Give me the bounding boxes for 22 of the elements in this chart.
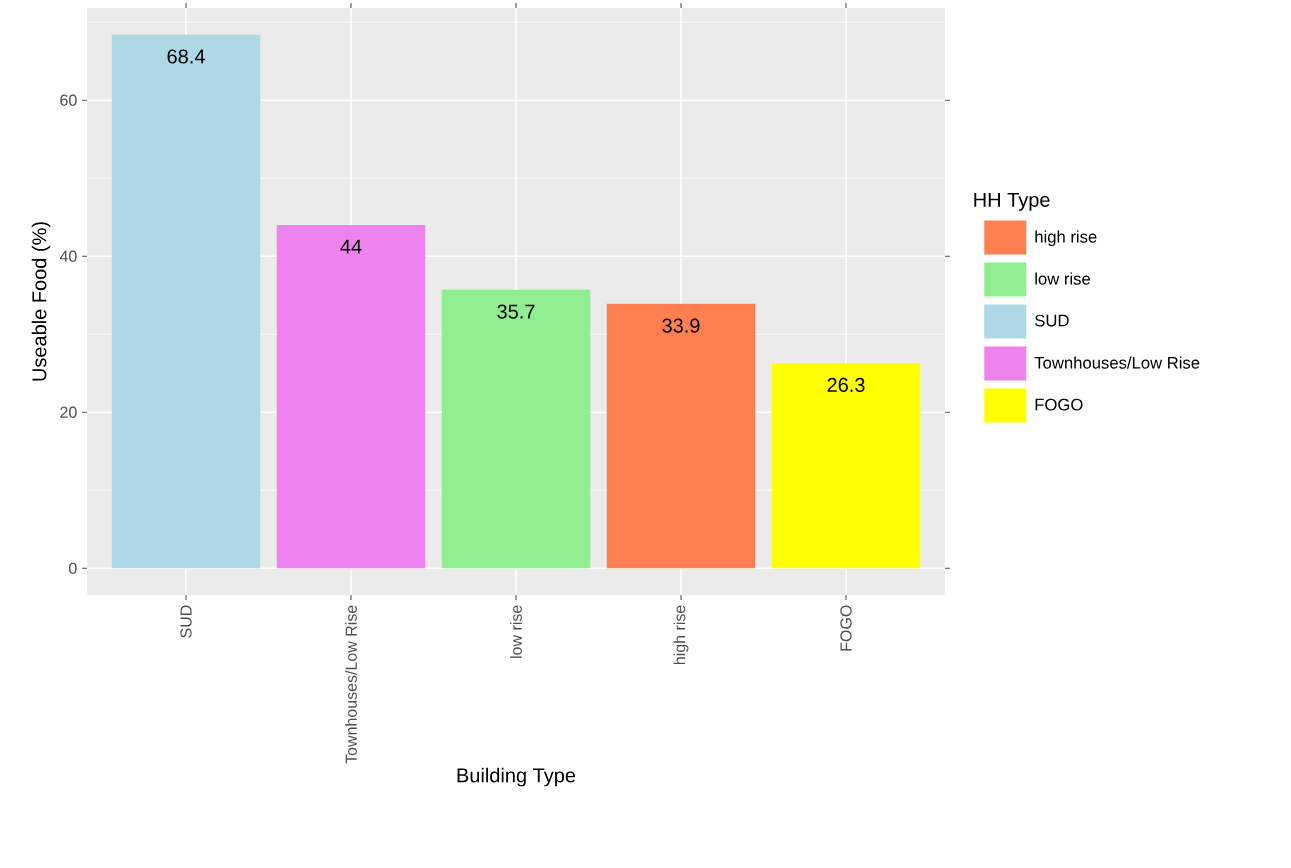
x-axis-title: Building Type xyxy=(457,767,576,787)
y-tick-label: 0 xyxy=(69,562,77,574)
legend-label: low rise xyxy=(1035,272,1090,285)
data-label: 35.7 xyxy=(497,304,535,319)
legend-label: Townhouses/Low Rise xyxy=(1034,356,1200,369)
y-tick-label: 20 xyxy=(60,406,77,418)
data-label: 68.4 xyxy=(167,49,205,64)
x-tick-label: FOGO xyxy=(840,605,852,651)
legend-title: HH Type xyxy=(974,192,1050,211)
y-tick-label: 60 xyxy=(60,94,77,106)
x-tick-label: low rise xyxy=(510,605,522,658)
x-tick-label: Townhouses/Low Rise xyxy=(345,605,357,764)
data-label: 26.3 xyxy=(827,377,865,392)
data-label: 33.9 xyxy=(662,318,700,333)
legend-label: SUD xyxy=(1035,314,1069,327)
legend-label: high rise xyxy=(1035,230,1097,246)
x-tick-label: high rise xyxy=(673,605,689,665)
y-axis-title: Useable Food (%) xyxy=(31,222,51,381)
data-label: 44 xyxy=(340,239,362,254)
y-tick-label: 40 xyxy=(59,250,77,262)
x-tick-label: SUD xyxy=(180,605,192,638)
legend-label: FOGO xyxy=(1035,398,1083,411)
